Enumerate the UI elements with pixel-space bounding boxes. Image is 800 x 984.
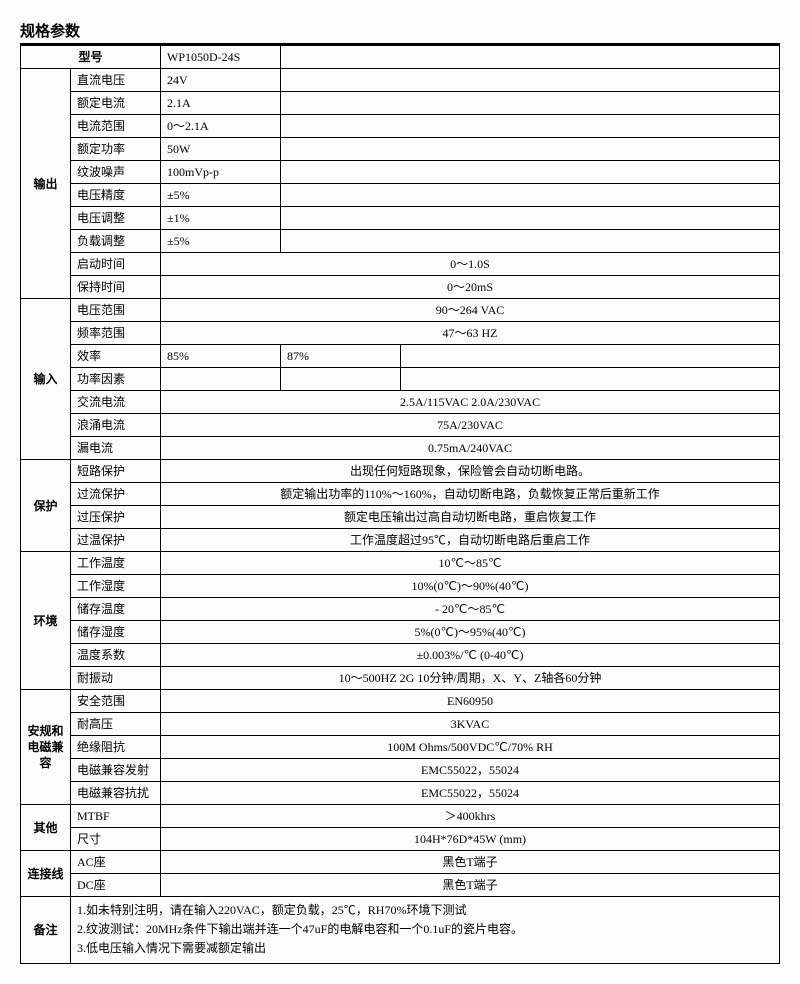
table-row: 型号 WP1050D-24S <box>21 46 780 69</box>
output-section: 输出 <box>21 69 71 299</box>
input-section: 输入 <box>21 299 71 460</box>
notes-section: 备注 <box>21 897 71 964</box>
notes-content: 1.如未特别注明，请在输入220VAC，额定负载，25℃，RH70%环境下测试 … <box>71 897 780 964</box>
row-label: 直流电压 <box>71 69 161 92</box>
safety-section: 安规和电磁兼容 <box>21 690 71 805</box>
protection-section: 保护 <box>21 460 71 552</box>
spec-table: 型号 WP1050D-24S 输出 直流电压 24V 额定电流2.1A 电流范围… <box>20 45 780 964</box>
environment-section: 环境 <box>21 552 71 690</box>
other-section: 其他 <box>21 805 71 851</box>
doc-title: 规格参数 <box>20 20 780 45</box>
model-label: 型号 <box>21 46 161 69</box>
table-row: 输出 直流电压 24V <box>21 69 780 92</box>
row-value: 24V <box>161 69 281 92</box>
connector-section: 连接线 <box>21 851 71 897</box>
model-value: WP1050D-24S <box>161 46 281 69</box>
